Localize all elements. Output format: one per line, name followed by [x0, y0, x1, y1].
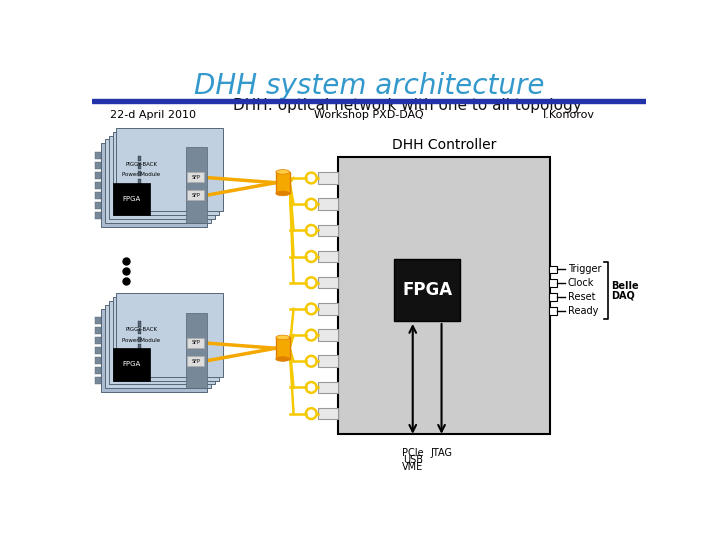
Bar	[318, 382, 338, 393]
Bar	[95, 338, 101, 345]
Ellipse shape	[276, 170, 289, 174]
Bar	[95, 327, 101, 334]
Bar	[138, 210, 140, 215]
Bar	[95, 367, 101, 374]
Text: I.Konorov: I.Konorov	[543, 110, 595, 120]
Text: SFP: SFP	[192, 359, 200, 364]
Bar	[338, 157, 550, 434]
Text: DHH Controller: DHH Controller	[392, 138, 496, 152]
Ellipse shape	[276, 335, 289, 340]
Bar	[112, 348, 150, 381]
Bar	[187, 190, 204, 200]
Ellipse shape	[276, 191, 289, 196]
Text: 22-d April 2010: 22-d April 2010	[110, 110, 197, 120]
Bar	[112, 298, 219, 381]
Bar	[95, 347, 101, 354]
Text: Power Module: Power Module	[122, 172, 161, 178]
Bar	[318, 408, 338, 420]
Bar	[138, 367, 140, 373]
Bar	[549, 280, 557, 287]
Bar	[95, 162, 101, 168]
Text: PIGGY-BACK: PIGGY-BACK	[125, 161, 158, 167]
Bar	[138, 375, 140, 381]
Bar	[105, 305, 211, 388]
Bar	[318, 277, 338, 288]
Bar	[95, 182, 101, 189]
Bar	[138, 202, 140, 207]
Bar	[187, 172, 204, 182]
Bar	[95, 192, 101, 199]
Bar	[138, 360, 140, 365]
Bar	[92, 99, 647, 103]
Bar	[105, 139, 211, 222]
Bar	[318, 172, 338, 184]
Bar	[318, 251, 338, 262]
Bar	[276, 338, 289, 359]
Bar	[138, 179, 140, 184]
Bar	[101, 143, 207, 226]
Bar	[138, 321, 140, 327]
Bar	[276, 172, 289, 193]
Text: FPGA: FPGA	[122, 361, 140, 367]
Text: DAQ: DAQ	[611, 291, 634, 301]
Bar	[138, 164, 140, 168]
Bar	[138, 186, 140, 192]
Bar	[95, 357, 101, 364]
Bar	[109, 136, 215, 219]
Bar	[138, 156, 140, 161]
Text: DHH system architecture: DHH system architecture	[194, 72, 544, 100]
Text: VME: VME	[402, 462, 423, 472]
Bar	[549, 293, 557, 301]
Bar	[395, 259, 460, 321]
Ellipse shape	[276, 357, 289, 361]
Text: SFP: SFP	[192, 175, 200, 180]
Bar	[109, 301, 215, 384]
Text: Ready: Ready	[567, 306, 598, 316]
Text: Workshop PXD-DAQ: Workshop PXD-DAQ	[314, 110, 424, 120]
Text: Reset: Reset	[567, 292, 595, 302]
Bar	[95, 172, 101, 179]
Bar	[95, 152, 101, 159]
Bar	[138, 194, 140, 200]
Text: DHH: optical network with one to all topology: DHH: optical network with one to all top…	[233, 98, 582, 113]
Bar	[95, 212, 101, 219]
Bar	[112, 132, 219, 215]
Text: Belle: Belle	[611, 281, 639, 292]
Bar	[549, 266, 557, 273]
Text: Clock: Clock	[567, 278, 594, 288]
Bar	[138, 336, 140, 342]
Text: PIGGY-BACK: PIGGY-BACK	[125, 327, 158, 332]
Bar	[318, 355, 338, 367]
Bar	[138, 345, 140, 350]
Bar	[112, 183, 150, 215]
Bar	[95, 318, 101, 325]
Text: JTAG: JTAG	[431, 448, 453, 458]
Bar	[186, 147, 207, 222]
Bar	[138, 171, 140, 177]
Text: USB: USB	[402, 455, 423, 465]
Bar	[318, 303, 338, 315]
Bar	[117, 128, 222, 211]
Text: FPGA: FPGA	[122, 196, 140, 202]
Bar	[186, 313, 207, 388]
Bar	[95, 377, 101, 384]
Bar	[187, 338, 204, 348]
Text: SFP: SFP	[192, 193, 200, 198]
Text: FPGA: FPGA	[402, 281, 452, 299]
Bar	[138, 329, 140, 334]
Bar	[318, 329, 338, 341]
Bar	[318, 225, 338, 236]
Bar	[549, 307, 557, 315]
Bar	[101, 309, 207, 392]
Text: Power Module: Power Module	[122, 338, 161, 343]
Bar	[117, 294, 222, 377]
Text: SFP: SFP	[192, 340, 200, 346]
Text: Trigger: Trigger	[567, 265, 601, 274]
Bar	[95, 202, 101, 209]
Bar	[187, 356, 204, 366]
Text: PCIe: PCIe	[402, 448, 423, 458]
Bar	[318, 198, 338, 210]
Bar	[138, 352, 140, 357]
